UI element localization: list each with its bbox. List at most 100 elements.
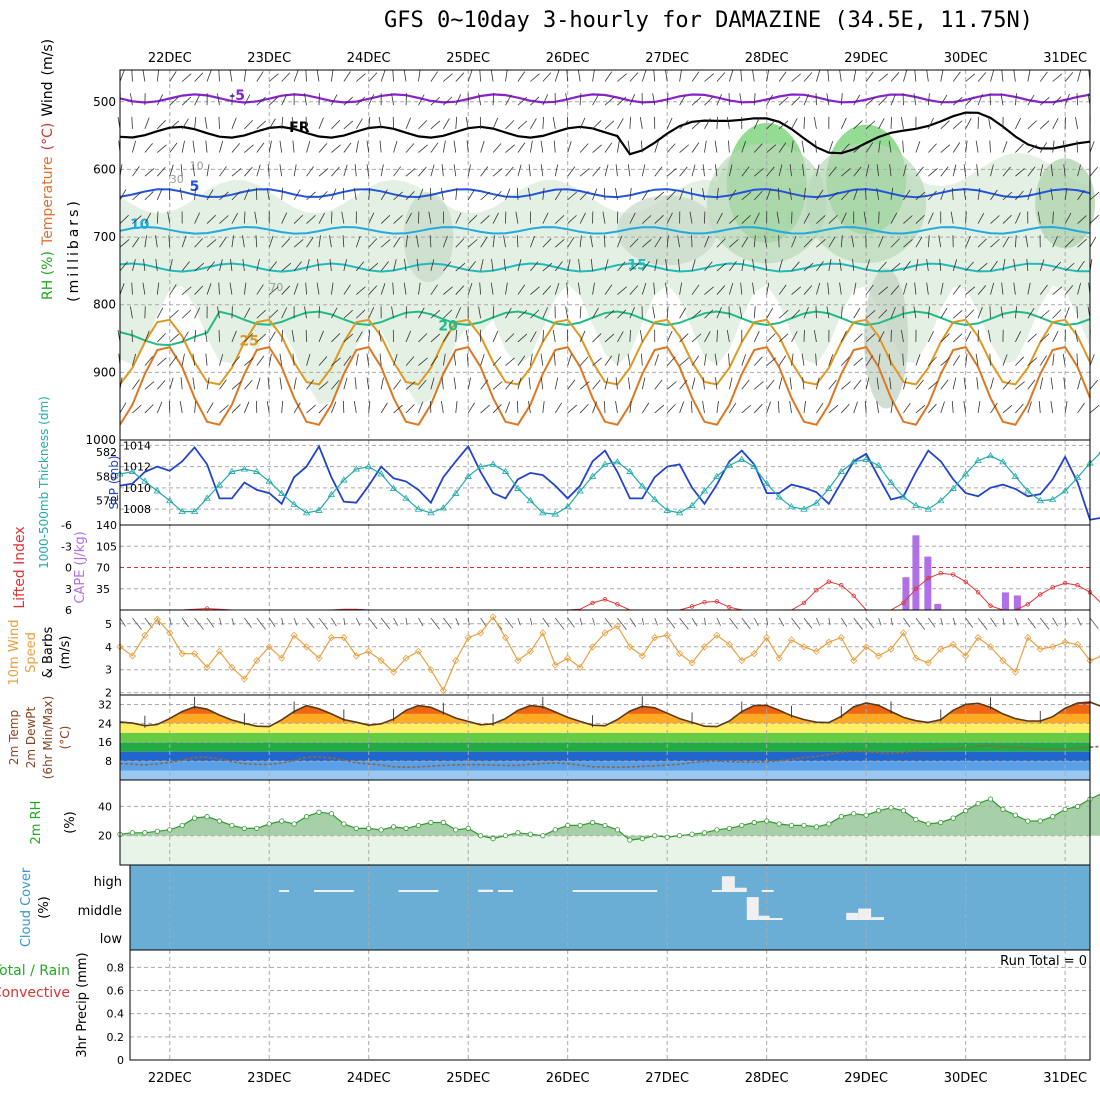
thickness-point: [800, 505, 808, 512]
surface-wind-barb: [1077, 617, 1082, 626]
wind-barb: [453, 140, 457, 153]
wind-barb: [865, 259, 870, 272]
wind-barb: [169, 259, 173, 271]
rh-point: [639, 836, 645, 842]
wind-barb: [219, 166, 227, 177]
wind-barb: [1038, 400, 1041, 413]
li-point: [801, 600, 807, 606]
rh-point: [502, 833, 509, 839]
wind-barb: [915, 404, 926, 414]
wind-barb: [169, 355, 178, 366]
wind-barb: [368, 187, 371, 200]
wind-barb: [279, 353, 283, 366]
wind-barb: [443, 286, 453, 295]
rh-point: [527, 831, 533, 837]
wind-barb: [393, 166, 402, 177]
wind-barb: [368, 72, 378, 82]
rh-point: [714, 827, 720, 833]
rh-point: [652, 833, 658, 839]
wind-barb: [816, 282, 821, 295]
wind-barb: [281, 187, 284, 200]
thickness-point: [974, 456, 982, 464]
wind-barb: [542, 400, 545, 413]
wind-barb: [1002, 236, 1010, 248]
wind-barb: [306, 191, 316, 201]
surface-wind-barb: [281, 617, 284, 626]
wind-barb: [206, 214, 216, 224]
wind-barb: [505, 188, 511, 201]
wind-barb: [219, 215, 229, 224]
thickness-point: [850, 458, 858, 465]
wind-point: [825, 638, 833, 646]
thickness-point: [924, 505, 933, 512]
wind-barb: [331, 94, 338, 106]
wind-barb: [990, 189, 998, 201]
wind-point: [962, 652, 970, 660]
wind-barb: [766, 357, 777, 366]
wind-barb: [517, 142, 526, 153]
wind-barb: [480, 379, 489, 390]
wind-barb: [802, 377, 805, 390]
wind-barb: [144, 356, 153, 366]
wind-barb: [839, 258, 842, 271]
wind-point: [178, 650, 186, 658]
wind-barb: [418, 94, 425, 106]
wind-barb: [853, 401, 858, 414]
isotherm-label: 15: [627, 258, 646, 274]
thickness-point: [476, 462, 485, 470]
wind-barb: [467, 189, 475, 201]
wind-barb: [567, 215, 577, 224]
wind-barb: [740, 282, 743, 295]
wind-barb: [268, 235, 274, 248]
wind-barb: [888, 353, 892, 366]
thickness-point: [389, 484, 398, 491]
wind-barb: [157, 357, 167, 366]
wind-barb: [629, 187, 632, 200]
surface-wind-barb: [928, 617, 936, 628]
wind-barb: [752, 282, 755, 295]
wind-barb: [368, 307, 375, 319]
wind-barb: [517, 96, 528, 106]
temp-tick: 16: [98, 736, 112, 749]
wind-barb: [443, 261, 452, 272]
wind-barb: [380, 239, 391, 248]
rh-point: [316, 809, 322, 815]
wind-barb: [579, 381, 590, 390]
wind-barb: [753, 212, 760, 224]
wind-barb: [331, 188, 337, 201]
wind-barb: [975, 140, 979, 153]
wind-point: [924, 659, 932, 667]
thickness-point: [253, 467, 261, 474]
cloud-segment: [846, 912, 859, 920]
wind-frame: [119, 609, 1091, 696]
pressure-tick: 600: [93, 162, 116, 176]
surface-wind-barb: [268, 617, 276, 627]
wind-barb: [938, 235, 942, 248]
wind-barb: [256, 284, 264, 295]
wind-barb: [380, 261, 389, 272]
wind-barb: [826, 306, 830, 319]
wind-barb: [368, 285, 378, 295]
wind-barb: [965, 73, 976, 82]
wind-barb: [492, 93, 495, 106]
wind-barb: [629, 262, 640, 272]
wind-barb: [679, 401, 685, 414]
wind-barb: [876, 187, 879, 200]
wind-barb: [368, 212, 375, 224]
wind-barb: [554, 377, 559, 390]
wind-barb: [989, 140, 991, 153]
wind-barb: [802, 164, 805, 177]
wind-barbs: [117, 69, 1100, 414]
wind-barb: [552, 330, 556, 342]
wind-barb: [229, 282, 233, 295]
surface-wind-barb: [455, 617, 460, 626]
wind-point: [327, 634, 335, 642]
wind-barb: [403, 69, 407, 82]
wind-barb: [318, 191, 328, 201]
wind-barb: [205, 353, 208, 366]
cloud-level-label: low: [100, 932, 123, 947]
wind-barb: [467, 70, 473, 82]
wind-barb: [1050, 164, 1054, 177]
precip-frame: [129, 949, 1091, 1061]
thickness-point: [489, 460, 497, 467]
